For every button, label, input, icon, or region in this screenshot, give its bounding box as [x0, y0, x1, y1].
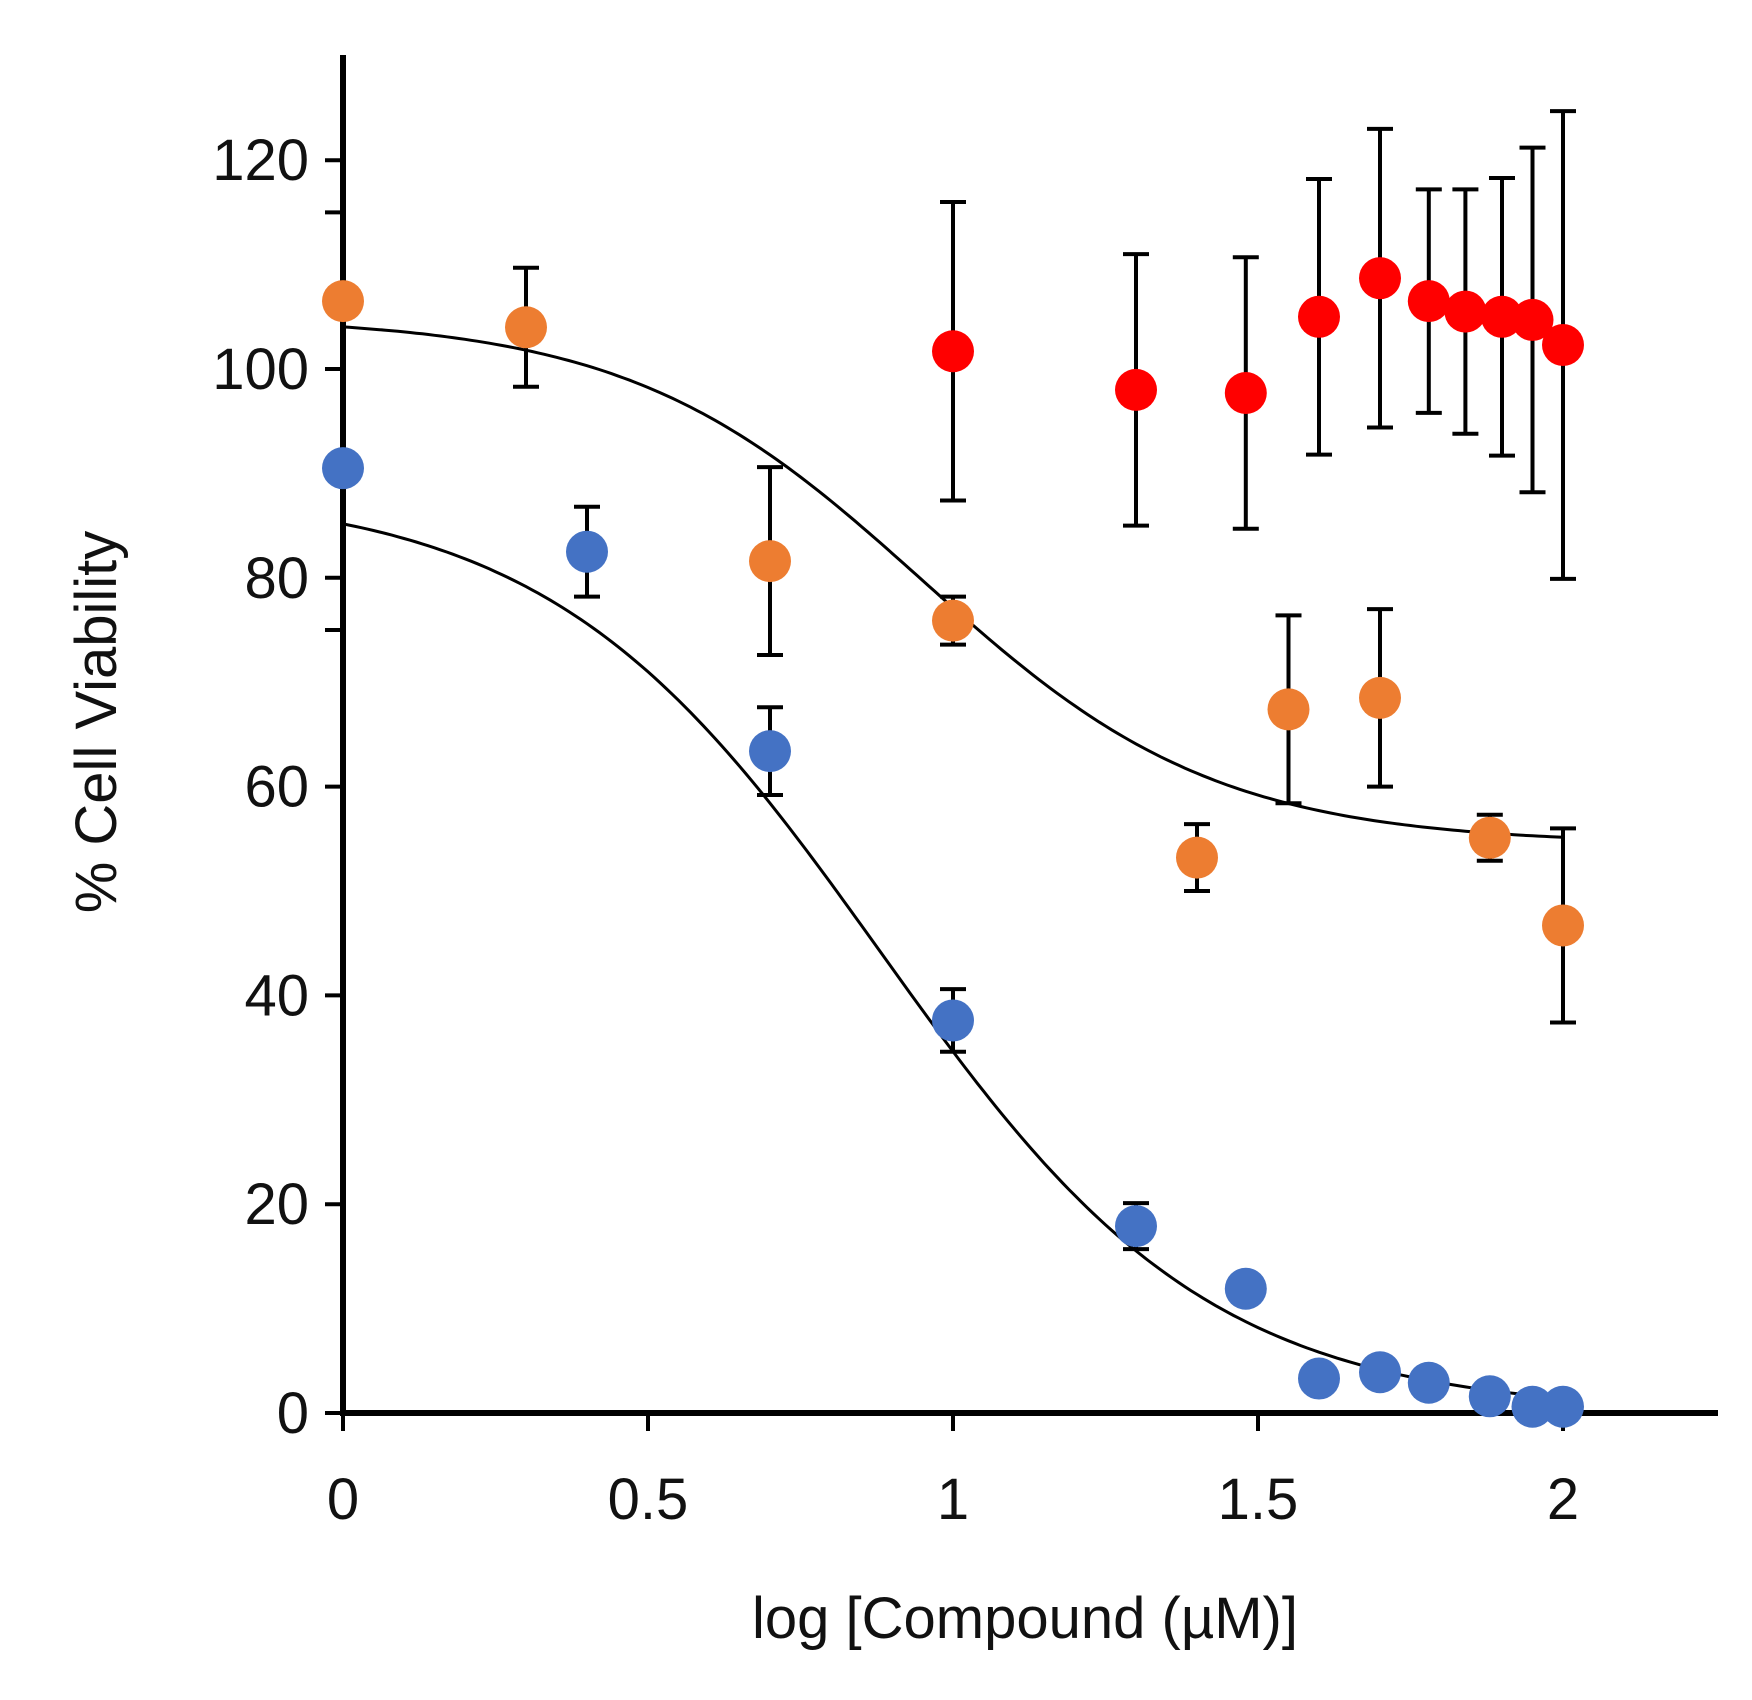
data-point-red	[1444, 290, 1487, 333]
data-point-red	[1115, 368, 1157, 411]
x-tick-label: 2	[1547, 1467, 1579, 1532]
x-tick-label: 1	[937, 1467, 969, 1532]
y-tick-label: 120	[212, 128, 309, 193]
data-point-orange	[1176, 836, 1218, 879]
data-point-red	[1511, 298, 1554, 341]
data-points	[322, 257, 1584, 1428]
error-bars	[513, 109, 1576, 1252]
data-point-blue	[1511, 1385, 1554, 1428]
y-tick-label: 100	[212, 337, 309, 402]
data-point-orange	[749, 540, 791, 583]
y-tick-label: 20	[244, 1172, 309, 1237]
data-point-blue	[1407, 1361, 1450, 1404]
data-point-blue	[322, 447, 364, 490]
y-tick-label: 40	[244, 963, 309, 1028]
data-point-red	[1542, 323, 1584, 366]
axes	[340, 55, 1718, 1416]
data-point-orange	[1468, 816, 1511, 859]
data-point-blue	[749, 730, 791, 773]
data-point-red	[1298, 295, 1340, 338]
y-tick-label: 80	[244, 546, 309, 611]
ticks: 0 20 40 60 80 100 120 0 0.5 1 1.5 2	[212, 128, 1579, 1532]
data-point-orange	[932, 599, 974, 642]
data-point-red	[1407, 280, 1450, 323]
data-point-blue	[932, 999, 974, 1042]
data-point-orange	[1359, 676, 1401, 719]
data-point-red	[932, 330, 974, 373]
data-point-blue	[1542, 1385, 1584, 1428]
y-tick-label: 0	[277, 1381, 309, 1446]
data-point-blue	[1224, 1267, 1267, 1310]
x-tick-label: 0	[327, 1467, 359, 1532]
data-point-blue	[1359, 1351, 1401, 1394]
x-tick-label: 1.5	[1218, 1467, 1299, 1532]
x-tick-label: 0.5	[608, 1467, 689, 1532]
data-point-orange	[1267, 688, 1310, 731]
data-point-red	[1481, 295, 1523, 338]
data-point-red	[1359, 257, 1401, 300]
data-point-blue	[1115, 1205, 1157, 1248]
y-axis-title: % Cell Viability	[64, 531, 129, 914]
data-point-blue	[1468, 1375, 1511, 1418]
data-point-red	[1224, 372, 1267, 415]
data-point-orange	[505, 306, 547, 349]
x-axis-title: log [Compound (µM)]	[752, 1586, 1298, 1651]
data-point-blue	[1298, 1357, 1340, 1400]
data-point-orange	[322, 280, 364, 323]
data-point-orange	[1542, 904, 1584, 947]
data-point-blue	[566, 530, 608, 573]
y-tick-label: 60	[244, 755, 309, 820]
